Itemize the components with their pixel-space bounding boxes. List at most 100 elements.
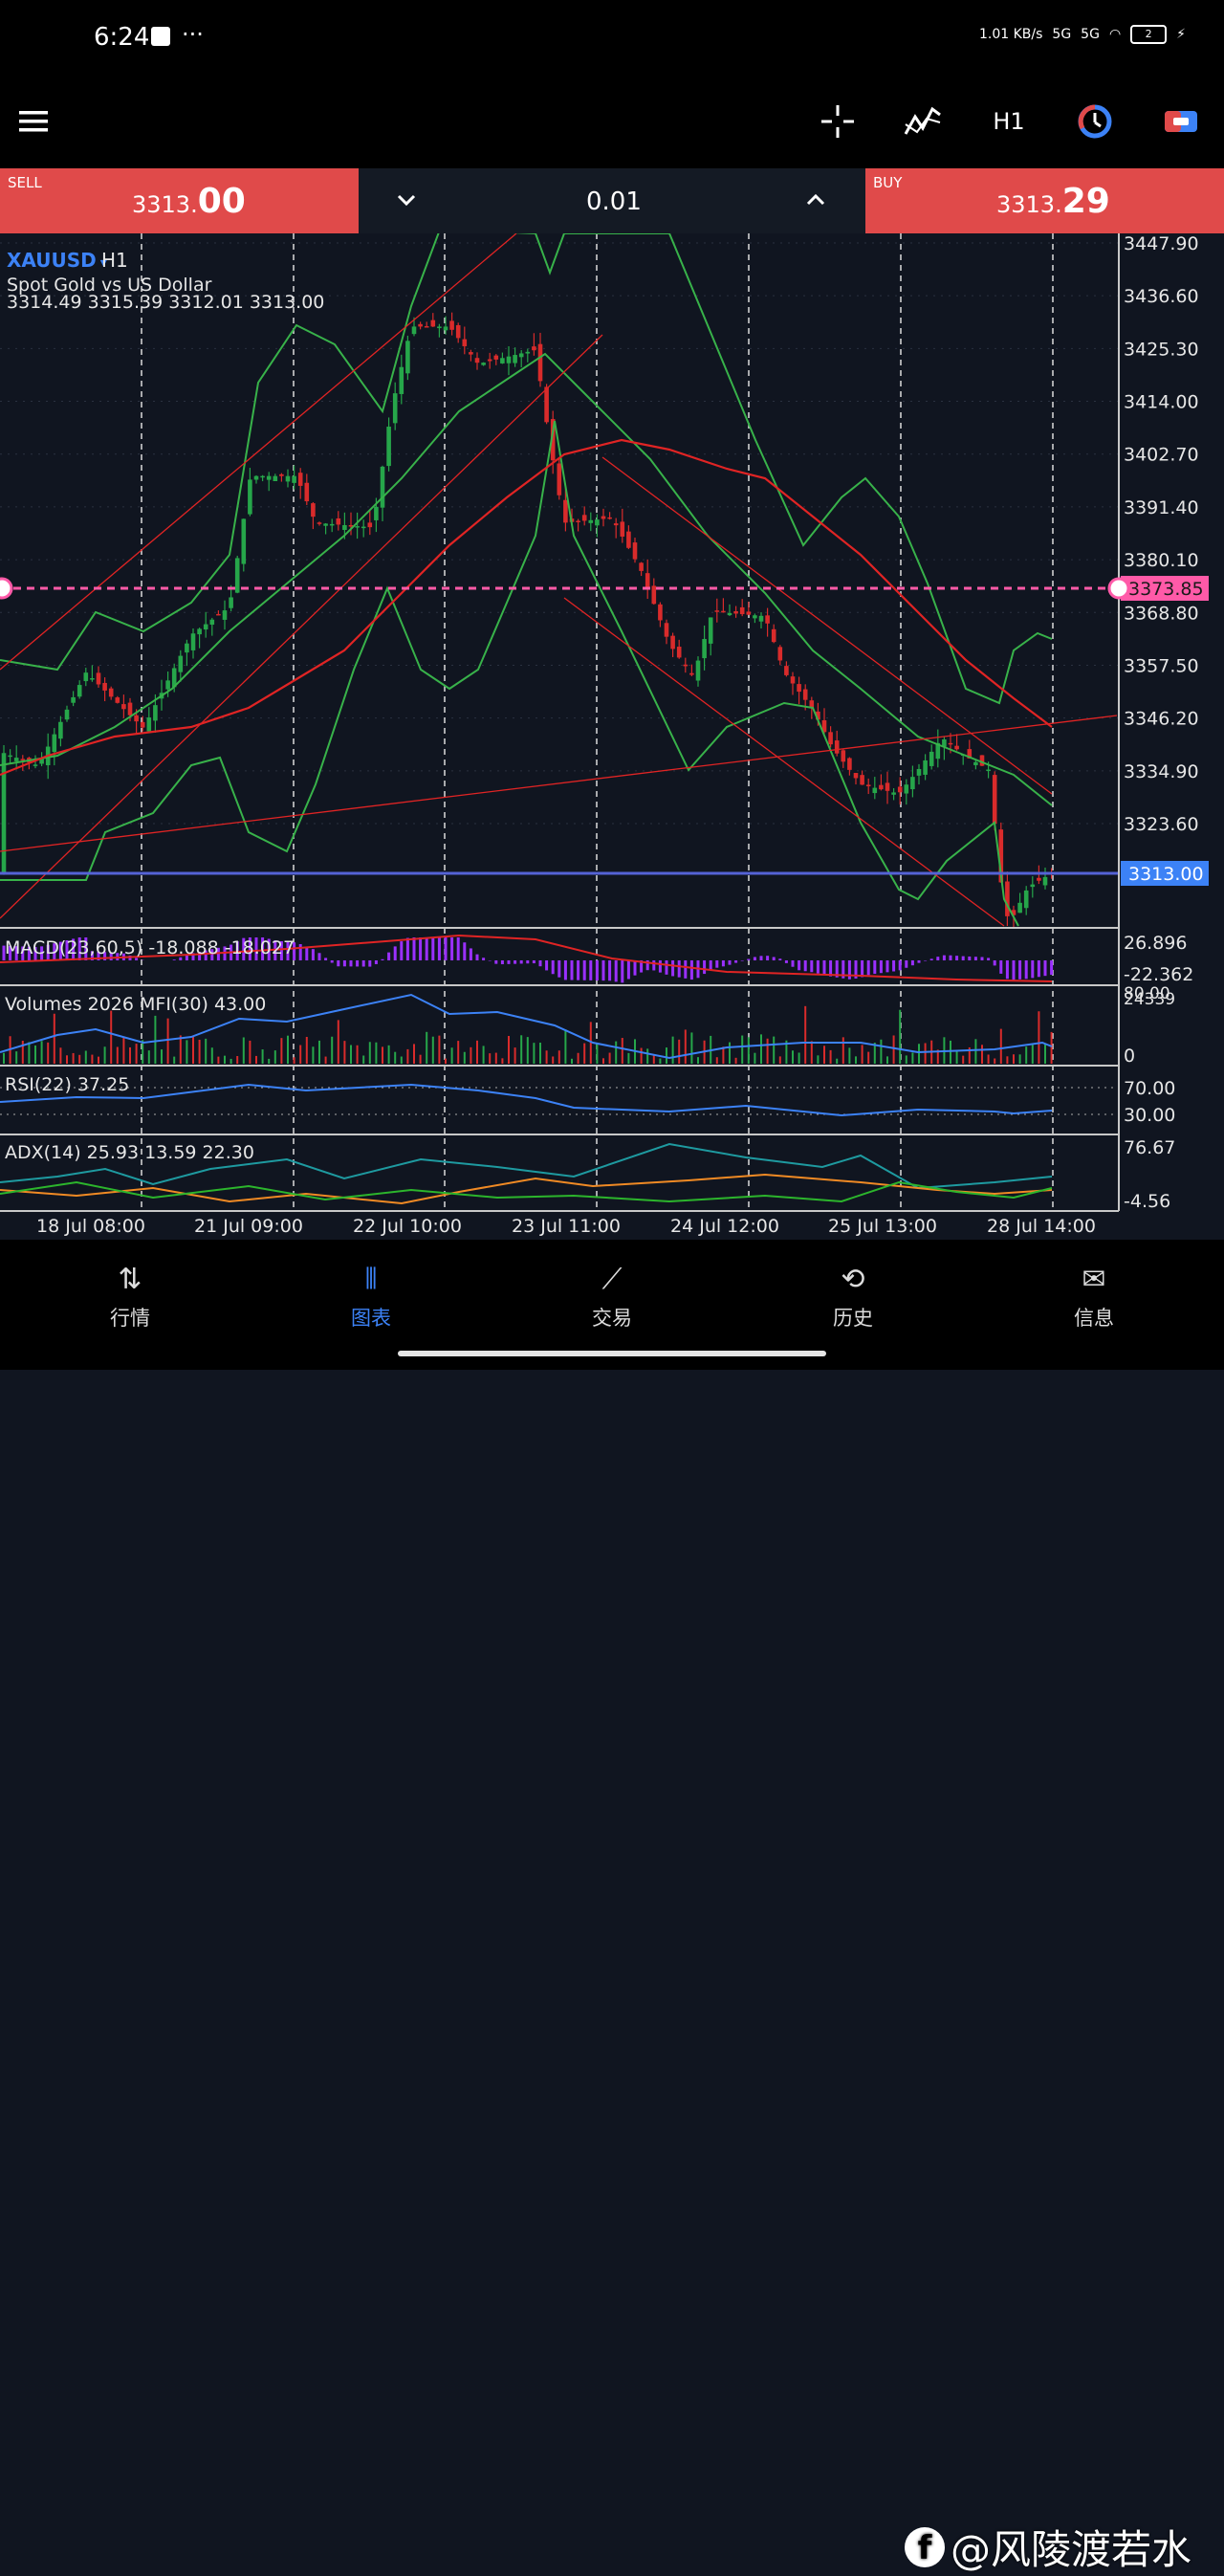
- volume-bar: [369, 1042, 371, 1064]
- buy-price: 3313.29: [996, 182, 1110, 221]
- symbol-name[interactable]: XAUUSD▾: [7, 249, 107, 272]
- macd-bar: [924, 960, 927, 961]
- level-line-handle-left[interactable]: [0, 579, 11, 598]
- current-price-label: 3313.00: [1128, 864, 1204, 885]
- candle-body: [53, 735, 57, 752]
- timeframe-button[interactable]: H1: [985, 98, 1033, 145]
- candle-body: [910, 777, 915, 789]
- candle-body: [582, 515, 587, 520]
- volume-bar: [836, 1059, 838, 1064]
- price-tick: 3402.70: [1124, 445, 1199, 466]
- time-tick: 24 Jul 12:00: [670, 1216, 779, 1237]
- level-line-handle-right[interactable]: [1109, 579, 1128, 598]
- candle-body: [8, 756, 12, 758]
- nav-quotes-label: 行情: [63, 1303, 197, 1332]
- candle-body: [128, 703, 133, 716]
- indicators-icon[interactable]: [899, 98, 947, 145]
- volume-bar: [950, 1041, 951, 1064]
- macd-bar: [861, 960, 863, 977]
- home-indicator[interactable]: [398, 1351, 826, 1356]
- candle-body: [670, 636, 675, 650]
- nav-history[interactable]: ⟲ 历史: [786, 1263, 920, 1332]
- buy-button[interactable]: BUY 3313.29: [865, 168, 1224, 233]
- history-clock-icon[interactable]: [1071, 98, 1119, 145]
- volume-bar: [338, 1020, 339, 1064]
- nav-trade[interactable]: ⟋ 交易: [545, 1263, 679, 1332]
- candle-body: [65, 710, 70, 719]
- candle-body: [374, 507, 379, 520]
- adx-tick-bottom: -4.56: [1124, 1191, 1170, 1212]
- candle-body: [305, 483, 310, 501]
- candle-body: [317, 522, 322, 524]
- volume-bar: [54, 1014, 55, 1064]
- watermark: f @风陵渡若水: [905, 2518, 1191, 2576]
- price-chart[interactable]: 3447.903436.603425.303414.003402.703391.…: [0, 233, 1224, 1240]
- volume-bar: [653, 1056, 655, 1064]
- macd-bar: [526, 960, 529, 963]
- candle-body: [71, 697, 76, 703]
- net-speed: 1.01 KB/s: [979, 27, 1042, 42]
- candle-body: [665, 623, 669, 636]
- objects-icon[interactable]: [1157, 98, 1205, 145]
- volume-bar: [886, 1056, 888, 1064]
- volume-bar: [641, 1048, 643, 1064]
- macd-bar: [734, 960, 737, 963]
- macd-bar: [778, 958, 781, 960]
- volume-bar: [823, 1046, 825, 1064]
- time-tick: 22 Jul 10:00: [353, 1216, 462, 1237]
- candle-body: [33, 764, 38, 766]
- wifi-icon: ◠: [1109, 27, 1121, 42]
- candle-body: [229, 597, 233, 607]
- candle-body: [885, 782, 890, 790]
- nav-quotes[interactable]: ⇅ 行情: [63, 1263, 197, 1332]
- macd-bar: [792, 960, 795, 967]
- candle-body: [412, 326, 417, 334]
- volume-bar: [85, 1051, 87, 1064]
- candle-body: [759, 616, 764, 622]
- macd-bar: [539, 960, 542, 966]
- candle-body: [652, 585, 657, 604]
- volume-bar: [564, 1029, 566, 1064]
- candle-body: [847, 759, 852, 770]
- volume-bar: [117, 1046, 119, 1064]
- candle-body: [463, 340, 468, 346]
- crosshair-icon[interactable]: [814, 98, 862, 145]
- candle-body: [102, 683, 107, 691]
- volume-bar: [22, 1041, 24, 1064]
- volume-bar: [432, 1037, 434, 1064]
- volume-bar: [167, 1019, 169, 1064]
- volume-bar: [672, 1037, 674, 1064]
- candle-body: [544, 386, 549, 422]
- candle-body: [684, 665, 688, 667]
- volume-bar: [161, 1049, 163, 1064]
- volume-bar: [110, 1011, 112, 1064]
- buy-price-big: 29: [1062, 182, 1110, 221]
- macd-bar: [747, 959, 750, 960]
- volume-bar: [186, 1040, 187, 1064]
- hamburger-menu-icon[interactable]: [10, 98, 57, 145]
- volume-bar: [690, 1032, 692, 1064]
- macd-tick-top: 26.896: [1124, 933, 1187, 954]
- sell-button[interactable]: SELL 3313.00: [0, 168, 359, 233]
- macd-bar: [331, 960, 334, 963]
- lot-increase-button[interactable]: [806, 186, 825, 212]
- candle-body: [784, 666, 789, 675]
- messages-icon: ✉: [1027, 1263, 1161, 1299]
- candle-body: [165, 680, 170, 689]
- candle-body: [342, 525, 347, 530]
- volume-bar: [438, 1036, 440, 1064]
- volume-bar: [830, 1050, 832, 1064]
- nav-chart[interactable]: ⫴ 图表: [304, 1263, 438, 1332]
- macd-bar: [974, 957, 977, 960]
- volume-bar: [1051, 1032, 1053, 1064]
- candle-body: [986, 770, 991, 772]
- candle-body: [267, 476, 272, 480]
- macd-bar: [350, 960, 353, 966]
- nav-messages[interactable]: ✉ 信息: [1027, 1263, 1161, 1332]
- lot-size-value[interactable]: 0.01: [586, 187, 642, 216]
- lot-decrease-button[interactable]: [397, 186, 416, 212]
- candle-body: [185, 644, 189, 652]
- volume-bar: [224, 1056, 226, 1064]
- candle-body: [449, 320, 454, 329]
- quotes-arrows-icon: ⇅: [63, 1263, 197, 1299]
